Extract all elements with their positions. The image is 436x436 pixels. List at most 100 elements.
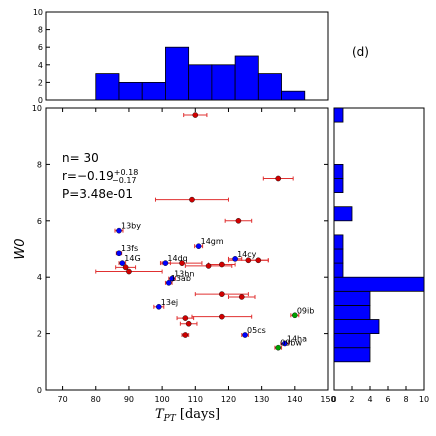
- top-hist-tick-label: 8: [38, 26, 43, 35]
- right-hist-tick-label: 6: [385, 395, 390, 404]
- right-hist-bar: [333, 304, 371, 320]
- top-hist-bar: [188, 64, 213, 101]
- top-hist-bar: [211, 64, 236, 101]
- top-hist-bar: [165, 46, 190, 101]
- point-label: 13by: [121, 222, 141, 231]
- data-point: [155, 304, 162, 310]
- point-label: 13ab: [171, 274, 191, 283]
- data-point: [245, 257, 252, 264]
- stat-r: r=−0.19+0.18: [62, 168, 138, 183]
- right-hist-bar: [333, 262, 344, 278]
- right-hist-tick-label: 4: [367, 395, 372, 404]
- data-point: [282, 340, 288, 347]
- top-hist-tick-label: 6: [38, 43, 43, 52]
- point-label: 05cs: [247, 326, 266, 335]
- data-point: [232, 256, 238, 262]
- data-point: [275, 344, 282, 351]
- y-tick-label: 8: [37, 160, 42, 169]
- data-point: [205, 263, 212, 269]
- stat-r-value: r=−0.19: [62, 169, 114, 183]
- data-point: [182, 315, 189, 321]
- data-point: [235, 217, 242, 224]
- right-hist-tick-label: 0: [331, 395, 336, 404]
- point-label: 14ha: [287, 334, 307, 343]
- panel-label: (d): [352, 45, 369, 59]
- data-point: [162, 260, 169, 266]
- x-axis-label-unit: [days]: [176, 407, 220, 422]
- right-hist-bar: [333, 276, 425, 292]
- x-tick-label: 150: [320, 395, 335, 404]
- x-tick-label: 100: [154, 395, 169, 404]
- data-point: [116, 250, 122, 257]
- right-hist-bar: [333, 333, 371, 349]
- right-hist-bar: [333, 107, 344, 123]
- right-hist-tick-label: 8: [403, 395, 408, 404]
- x-tick-label: 80: [91, 395, 101, 404]
- data-point: [182, 332, 189, 338]
- point-label: 14dq: [167, 254, 187, 263]
- data-point: [275, 175, 282, 182]
- data-point: [219, 261, 225, 268]
- stat-p: P=3.48e-01: [62, 187, 133, 201]
- y-tick-label: 10: [32, 104, 42, 113]
- top-hist-bar: [95, 73, 120, 101]
- right-hist-bar: [333, 319, 380, 335]
- data-point: [242, 332, 248, 338]
- y-tick-label: 2: [37, 330, 42, 339]
- x-axis-label-sub: PT: [163, 414, 177, 424]
- data-point: [122, 264, 129, 271]
- point-label: 14gm: [201, 237, 224, 246]
- stat-r-lower: −0.17: [112, 176, 137, 185]
- data-point: [192, 112, 199, 118]
- right-histogram: 0 2 4 6 8 10: [331, 107, 429, 404]
- point-label: 13ej: [161, 298, 178, 307]
- data-point: [179, 260, 185, 266]
- point-label: 13fs: [121, 244, 138, 253]
- point-label: 09bw: [280, 339, 302, 348]
- data-point: [255, 257, 262, 264]
- data-point: [185, 320, 192, 327]
- main-scatter: 70 80 90 100 110 120 130 140 150 0 2 4 6 8 10 13by 13f…: [13, 104, 336, 424]
- top-hist-bar: [141, 82, 166, 101]
- point-label: 14cy: [237, 250, 257, 259]
- x-axis-label: TPT [days]: [155, 407, 220, 424]
- top-histogram: 0 2 4 6 8 10: [33, 8, 329, 105]
- y-tick-label: 6: [37, 217, 42, 226]
- top-hist-tick-label: 4: [38, 61, 43, 70]
- top-hist-bar: [234, 55, 259, 101]
- y-tick-label: 4: [37, 273, 42, 282]
- right-hist-bar: [333, 206, 353, 222]
- top-hist-tick-label: 0: [38, 96, 43, 105]
- right-hist-tick-label: 2: [349, 395, 354, 404]
- top-hist-tick-label: 10: [33, 8, 43, 17]
- point-label: 14G: [124, 254, 140, 263]
- main-frame: [45, 107, 329, 391]
- data-point: [238, 294, 245, 300]
- right-hist-bar: [333, 290, 371, 306]
- right-hist-bar: [333, 163, 344, 179]
- data-point: [219, 291, 225, 297]
- data-point: [169, 275, 175, 282]
- data-point: [126, 268, 132, 275]
- data-point: [116, 227, 122, 234]
- x-tick-label: 120: [221, 395, 236, 404]
- right-hist-bar: [333, 234, 344, 250]
- data-point: [219, 313, 225, 320]
- x-tick-label: 110: [188, 395, 203, 404]
- x-tick-label: 70: [57, 395, 67, 404]
- right-hist-bar: [333, 178, 344, 194]
- data-point: [119, 260, 126, 266]
- point-label: 13hn: [174, 270, 194, 279]
- y-axis-label: W0: [13, 238, 28, 259]
- top-hist-bar: [257, 73, 282, 101]
- top-hist-tick-label: 2: [38, 78, 43, 87]
- data-point: [292, 312, 298, 319]
- stat-r-upper: +0.18: [114, 168, 139, 177]
- x-tick-label: 90: [124, 395, 134, 404]
- data-point: [195, 243, 202, 249]
- right-hist-tick-label: 10: [419, 395, 429, 404]
- x-tick-label: 140: [287, 395, 302, 404]
- right-hist-bar: [333, 347, 371, 363]
- data-point: [189, 196, 195, 203]
